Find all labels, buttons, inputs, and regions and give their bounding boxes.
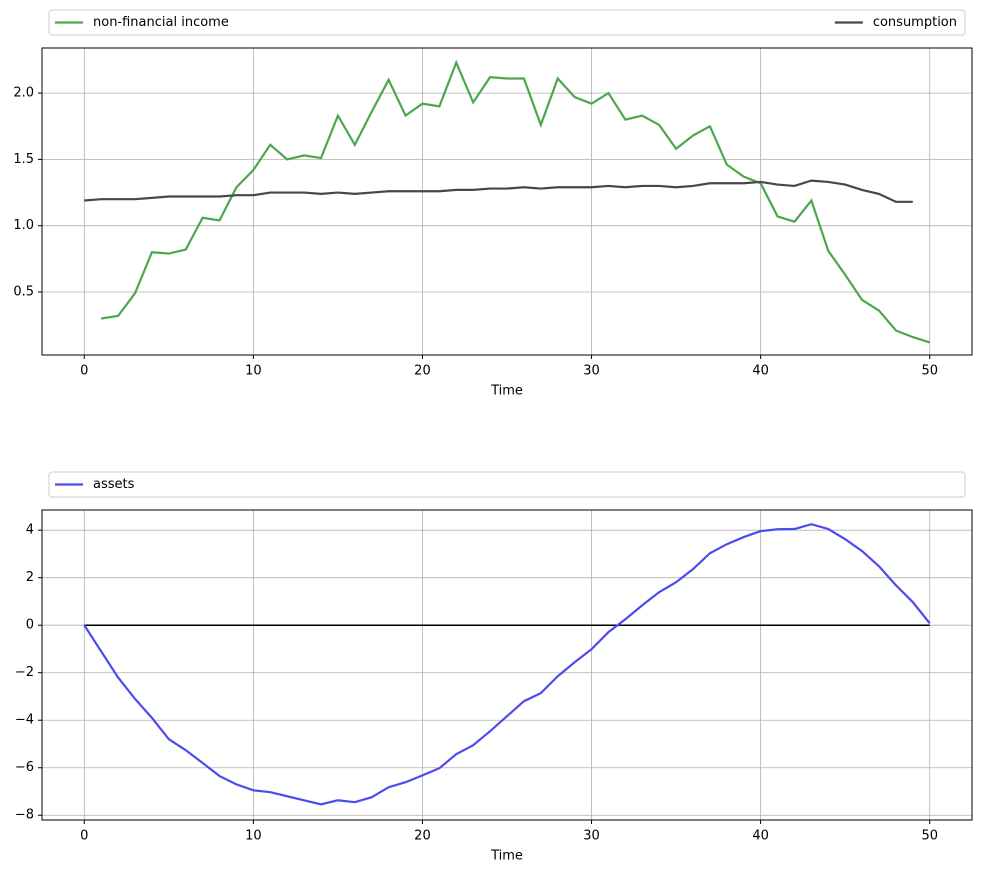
plot: 0 10 20 30 40 50 0.5 1.0 1.5 2.0 Time	[13, 47, 973, 399]
x-tick-label: 0	[80, 364, 88, 379]
x-tick-label: 20	[414, 829, 431, 844]
x-axis-label: Time	[490, 384, 523, 399]
plot: 0 10 20 30 40 50 −8 −6 −4 −2 0 2 4 Time	[15, 509, 973, 864]
y-tick-label: 1.0	[13, 218, 34, 233]
y-tick-label: 1.5	[13, 152, 34, 167]
data-line	[84, 179, 913, 203]
data-line	[83, 523, 931, 806]
y-tick-label: 2.0	[13, 86, 34, 101]
plot-frame	[41, 47, 973, 356]
legend: non-financial income consumption	[48, 9, 966, 36]
x-tick-label: 30	[583, 829, 600, 844]
y-tick-label: −6	[15, 760, 34, 775]
legend-label: non-financial income	[93, 15, 229, 30]
y-tick-label: 0	[26, 618, 34, 633]
legend: assets	[48, 471, 966, 498]
y-tick-label: −4	[15, 713, 34, 728]
x-tick-label: 10	[245, 364, 262, 379]
x-tick-label: 50	[921, 829, 938, 844]
x-tick-label: 40	[752, 364, 769, 379]
y-tick-label: 0.5	[13, 285, 34, 300]
x-tick-label: 20	[414, 364, 431, 379]
legend-frame	[48, 9, 966, 36]
y-tick-label: −8	[15, 808, 34, 823]
plot-frame	[41, 509, 973, 821]
legend-label: consumption	[873, 15, 957, 30]
x-tick-label: 50	[921, 364, 938, 379]
x-tick-label: 0	[80, 829, 88, 844]
x-tick-label: 30	[583, 364, 600, 379]
y-tick-label: −2	[15, 665, 34, 680]
x-axis-label: Time	[490, 849, 523, 864]
legend-frame	[48, 471, 966, 498]
y-tick-label: 4	[26, 523, 34, 538]
y-tick-label: 2	[26, 570, 34, 585]
x-tick-label: 40	[752, 829, 769, 844]
data-line	[101, 59, 931, 344]
legend-label: assets	[93, 477, 135, 492]
x-tick-label: 10	[245, 829, 262, 844]
